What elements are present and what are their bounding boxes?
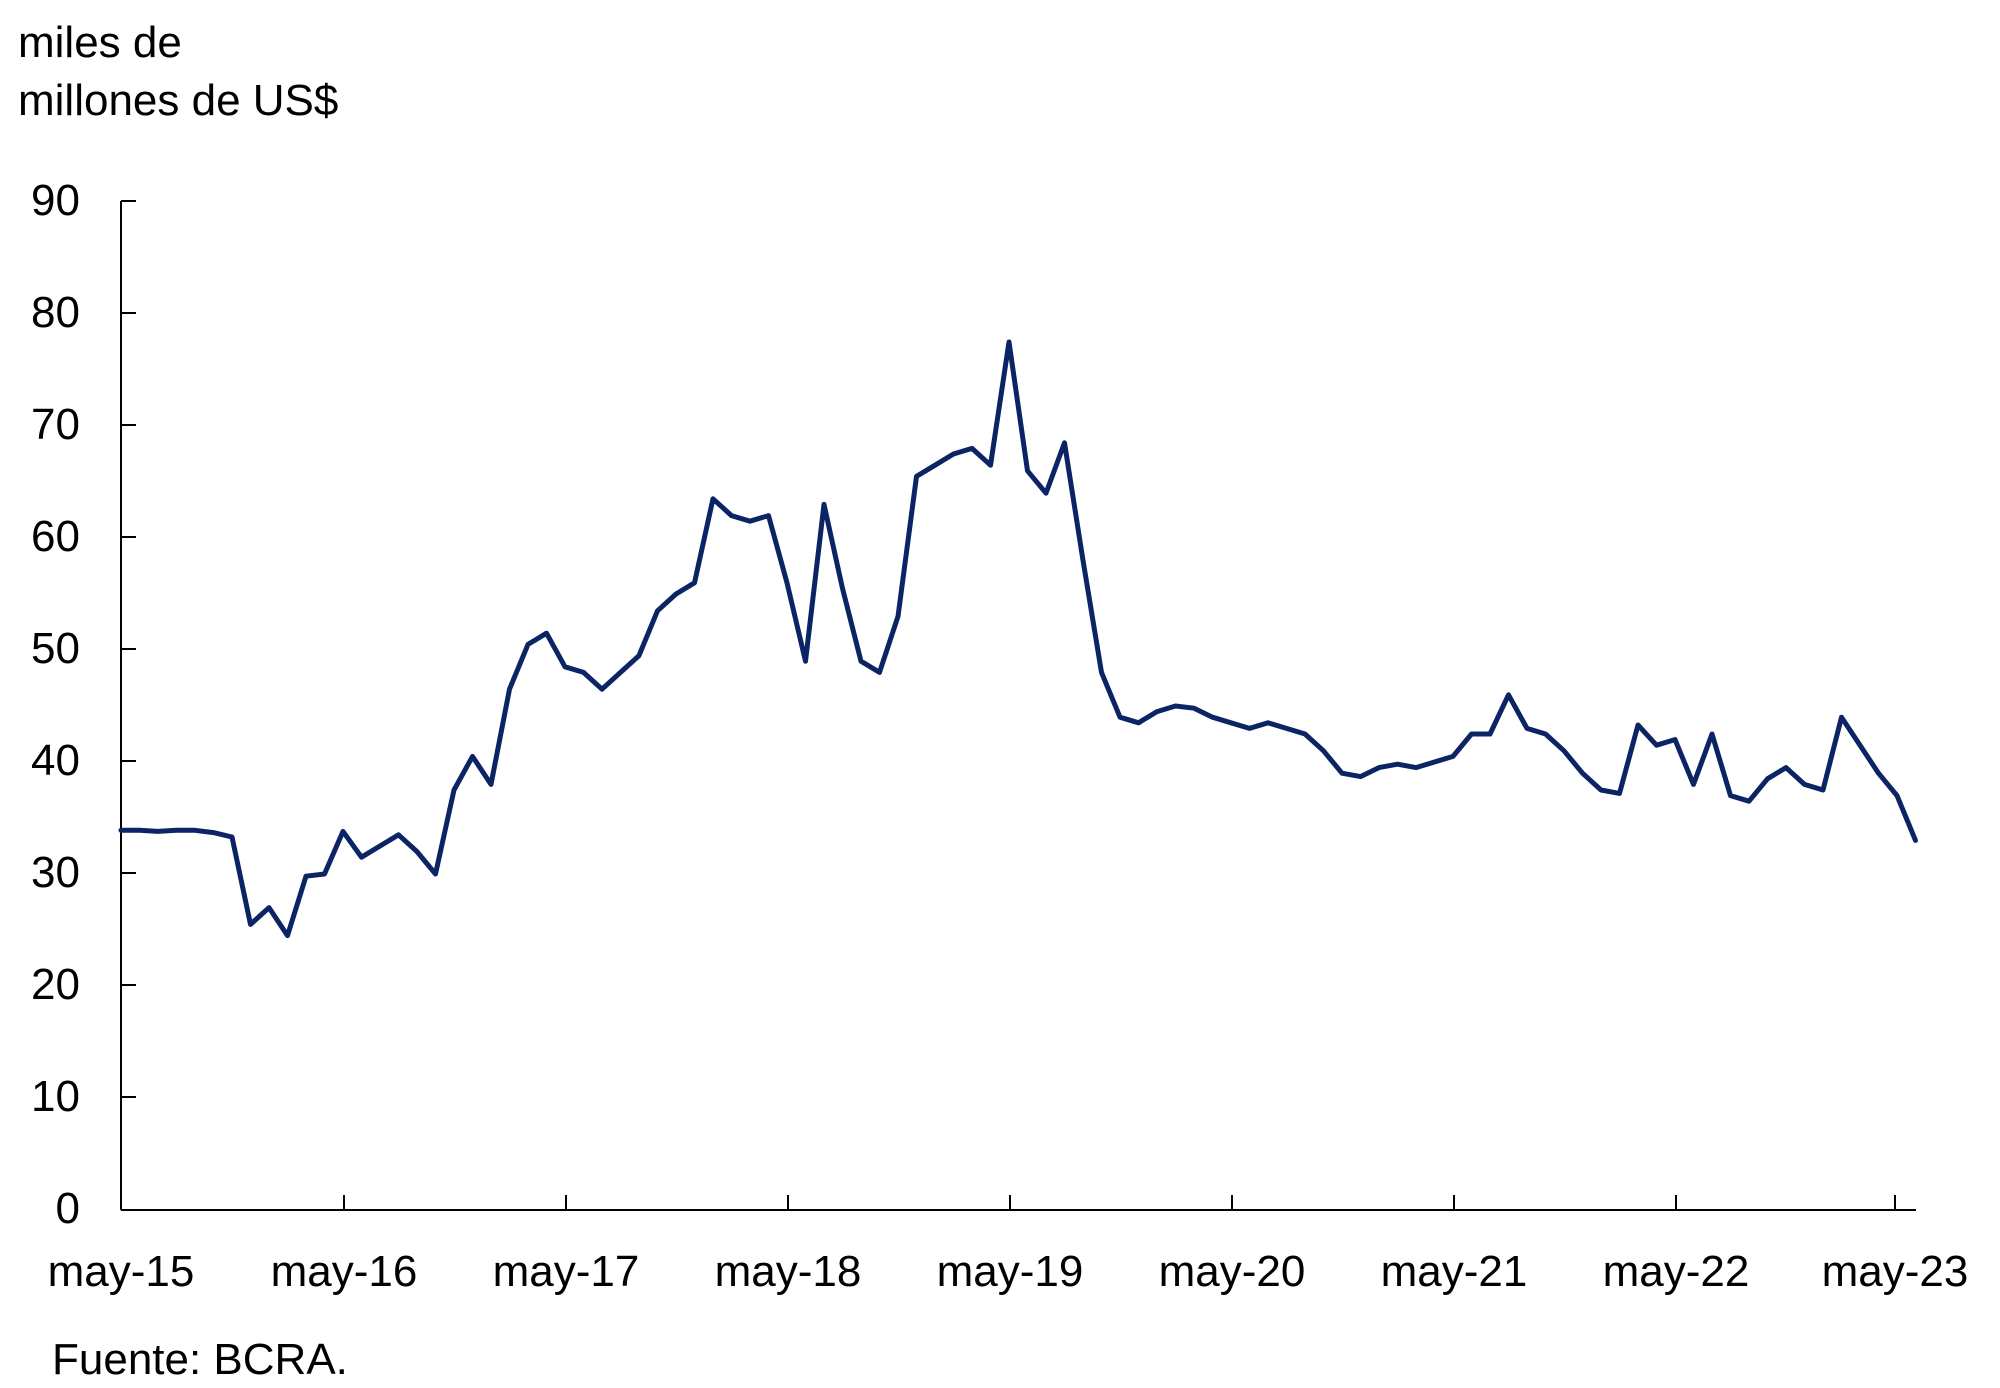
y-tick-label-80: 80 xyxy=(31,288,80,337)
y-tick-label-60: 60 xyxy=(31,512,80,561)
x-tick-label-may-22: may-22 xyxy=(1602,1247,1750,1296)
x-ticks xyxy=(343,1195,1896,1210)
y-tick-label-50: 50 xyxy=(31,624,80,673)
x-tick-label-may-21: may-21 xyxy=(1380,1247,1528,1296)
y-tick-label-90: 90 xyxy=(31,176,80,225)
y-tick-label-40: 40 xyxy=(31,736,80,785)
source-note: Fuente: BCRA. xyxy=(52,1335,348,1384)
x-tick-label-may-20: may-20 xyxy=(1158,1247,1306,1296)
y-tick-label-0: 0 xyxy=(55,1184,80,1233)
unit-line-1: miles de xyxy=(18,18,182,67)
x-tick-label-may-23: may-23 xyxy=(1821,1247,1969,1296)
y-tick-label-10: 10 xyxy=(31,1072,80,1121)
y-tick-label-70: 70 xyxy=(31,400,80,449)
x-tick-label-may-16: may-16 xyxy=(270,1247,418,1296)
y-tick-label-20: 20 xyxy=(31,960,80,1009)
x-tick-label-may-17: may-17 xyxy=(492,1247,640,1296)
x-tick-label-may-19: may-19 xyxy=(936,1247,1084,1296)
x-tick-label-may-18: may-18 xyxy=(714,1247,862,1296)
x-tick-label-may-15: may-15 xyxy=(47,1247,195,1296)
axes xyxy=(120,200,1916,1211)
y-axis-unit-label: miles de millones de US$ xyxy=(18,14,338,130)
unit-line-2: millones de US$ xyxy=(18,76,339,125)
y-tick-label-30: 30 xyxy=(31,848,80,897)
reserves-line-series xyxy=(118,339,1918,939)
y-ticks xyxy=(121,200,136,1098)
